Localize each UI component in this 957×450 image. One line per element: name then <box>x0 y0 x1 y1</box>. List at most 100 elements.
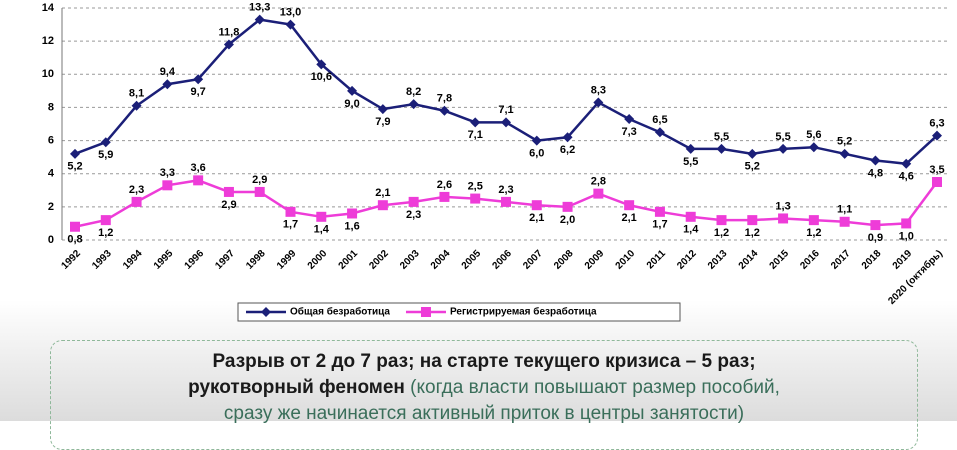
x-tick-label: 2006 <box>490 248 514 272</box>
value-label: 5,6 <box>806 129 821 141</box>
data-point <box>131 196 142 207</box>
data-point <box>870 220 881 231</box>
value-label: 0,8 <box>67 234 82 246</box>
value-label: 1,2 <box>806 227 821 239</box>
value-label: 2,8 <box>591 176 606 188</box>
data-point <box>162 180 173 191</box>
data-point <box>223 39 234 50</box>
x-tick-label: 2020 (октябрь) <box>886 248 945 307</box>
value-label: 2,3 <box>498 184 513 196</box>
data-point <box>470 193 481 204</box>
data-point <box>254 186 265 197</box>
x-tick-label: 2001 <box>337 248 361 272</box>
note-rest: (когда власти повышают размер пособий, <box>404 377 780 398</box>
data-point <box>778 143 789 154</box>
data-point <box>685 143 696 154</box>
x-tick-label: 2017 <box>829 248 853 272</box>
value-label: 1,7 <box>652 219 667 231</box>
value-label: 5,5 <box>775 131 790 143</box>
value-label: 8,3 <box>591 84 606 96</box>
x-tick-label: 2009 <box>583 248 607 272</box>
data-point <box>531 135 542 146</box>
data-point <box>501 196 511 207</box>
data-point <box>285 19 296 30</box>
value-label: 3,5 <box>929 164 944 176</box>
value-label: 8,2 <box>406 86 421 98</box>
note-line: рукотворный феномен (когда власти повыша… <box>51 375 917 401</box>
value-label: 13,3 <box>249 2 270 14</box>
value-label: 2,0 <box>560 214 575 226</box>
data-point <box>70 148 80 159</box>
value-label: 6,5 <box>652 114 667 126</box>
data-point <box>439 191 450 202</box>
value-label: 1,2 <box>745 227 760 239</box>
data-point <box>100 137 111 148</box>
data-point <box>254 14 265 25</box>
data-point <box>562 201 573 212</box>
value-label: 7,1 <box>468 129 483 141</box>
y-tick-label: 0 <box>48 234 54 246</box>
value-label: 2,1 <box>621 212 636 224</box>
value-label: 7,3 <box>621 126 636 138</box>
data-point <box>624 200 635 211</box>
data-point <box>100 215 111 226</box>
value-label: 5,9 <box>98 149 113 161</box>
y-tick-label: 2 <box>48 201 54 213</box>
data-point <box>408 196 419 207</box>
data-point <box>193 74 204 85</box>
legend-label: Общая безработица <box>290 306 390 318</box>
data-point <box>839 148 850 159</box>
data-point <box>562 132 573 143</box>
data-point <box>654 206 665 217</box>
data-point <box>408 99 419 110</box>
value-label: 5,2 <box>837 136 852 148</box>
data-point <box>593 188 604 199</box>
data-point <box>716 215 727 226</box>
value-label: 5,5 <box>683 156 698 168</box>
x-tick-label: 2012 <box>675 248 699 272</box>
data-point <box>316 211 327 222</box>
data-point <box>901 218 912 229</box>
x-tick-label: 1993 <box>90 248 114 272</box>
data-point <box>70 221 80 232</box>
value-label: 8,1 <box>129 88 144 100</box>
data-point <box>932 130 942 141</box>
x-tick-label: 1992 <box>59 248 83 272</box>
value-label: 1,4 <box>314 224 330 236</box>
data-point <box>347 85 358 96</box>
legend-box <box>237 302 681 322</box>
note-line: Разрыв от 2 до 7 раз; на старте текущего… <box>212 351 756 372</box>
y-tick-label: 10 <box>42 68 54 80</box>
y-tick-label: 12 <box>42 35 54 47</box>
value-label: 6,3 <box>929 118 944 130</box>
x-tick-label: 2018 <box>860 248 884 272</box>
data-point <box>501 117 511 128</box>
data-point <box>654 127 665 138</box>
value-label: 9,7 <box>190 86 205 98</box>
value-label: 7,9 <box>375 116 390 128</box>
value-label: 7,1 <box>498 104 513 116</box>
value-label: 4,6 <box>899 171 914 183</box>
x-tick-label: 2015 <box>768 248 792 272</box>
data-point <box>223 186 234 197</box>
data-point <box>193 175 204 186</box>
value-label: 1,2 <box>714 227 729 239</box>
data-point <box>778 213 789 224</box>
legend-marker <box>261 307 271 317</box>
data-point <box>316 59 327 70</box>
x-tick-label: 2005 <box>460 248 484 272</box>
value-label: 1,4 <box>683 224 699 236</box>
value-label: 5,5 <box>714 131 729 143</box>
y-tick-label: 8 <box>48 101 54 113</box>
y-tick-label: 4 <box>48 168 55 180</box>
data-point <box>624 114 635 125</box>
value-label: 1,6 <box>344 220 359 232</box>
x-tick-label: 2013 <box>706 248 730 272</box>
data-point <box>377 200 388 211</box>
note-line: сразу же начинается активный приток в це… <box>223 403 745 424</box>
data-point <box>747 215 758 226</box>
chart: 0 2 4 6 8 10 12 14 1992 1993 1994 1995 1996 1997 1998 1… <box>42 2 950 322</box>
y-tick-label: 14 <box>42 2 55 14</box>
value-label: 3,6 <box>190 162 205 174</box>
value-label: 2,9 <box>221 199 236 211</box>
